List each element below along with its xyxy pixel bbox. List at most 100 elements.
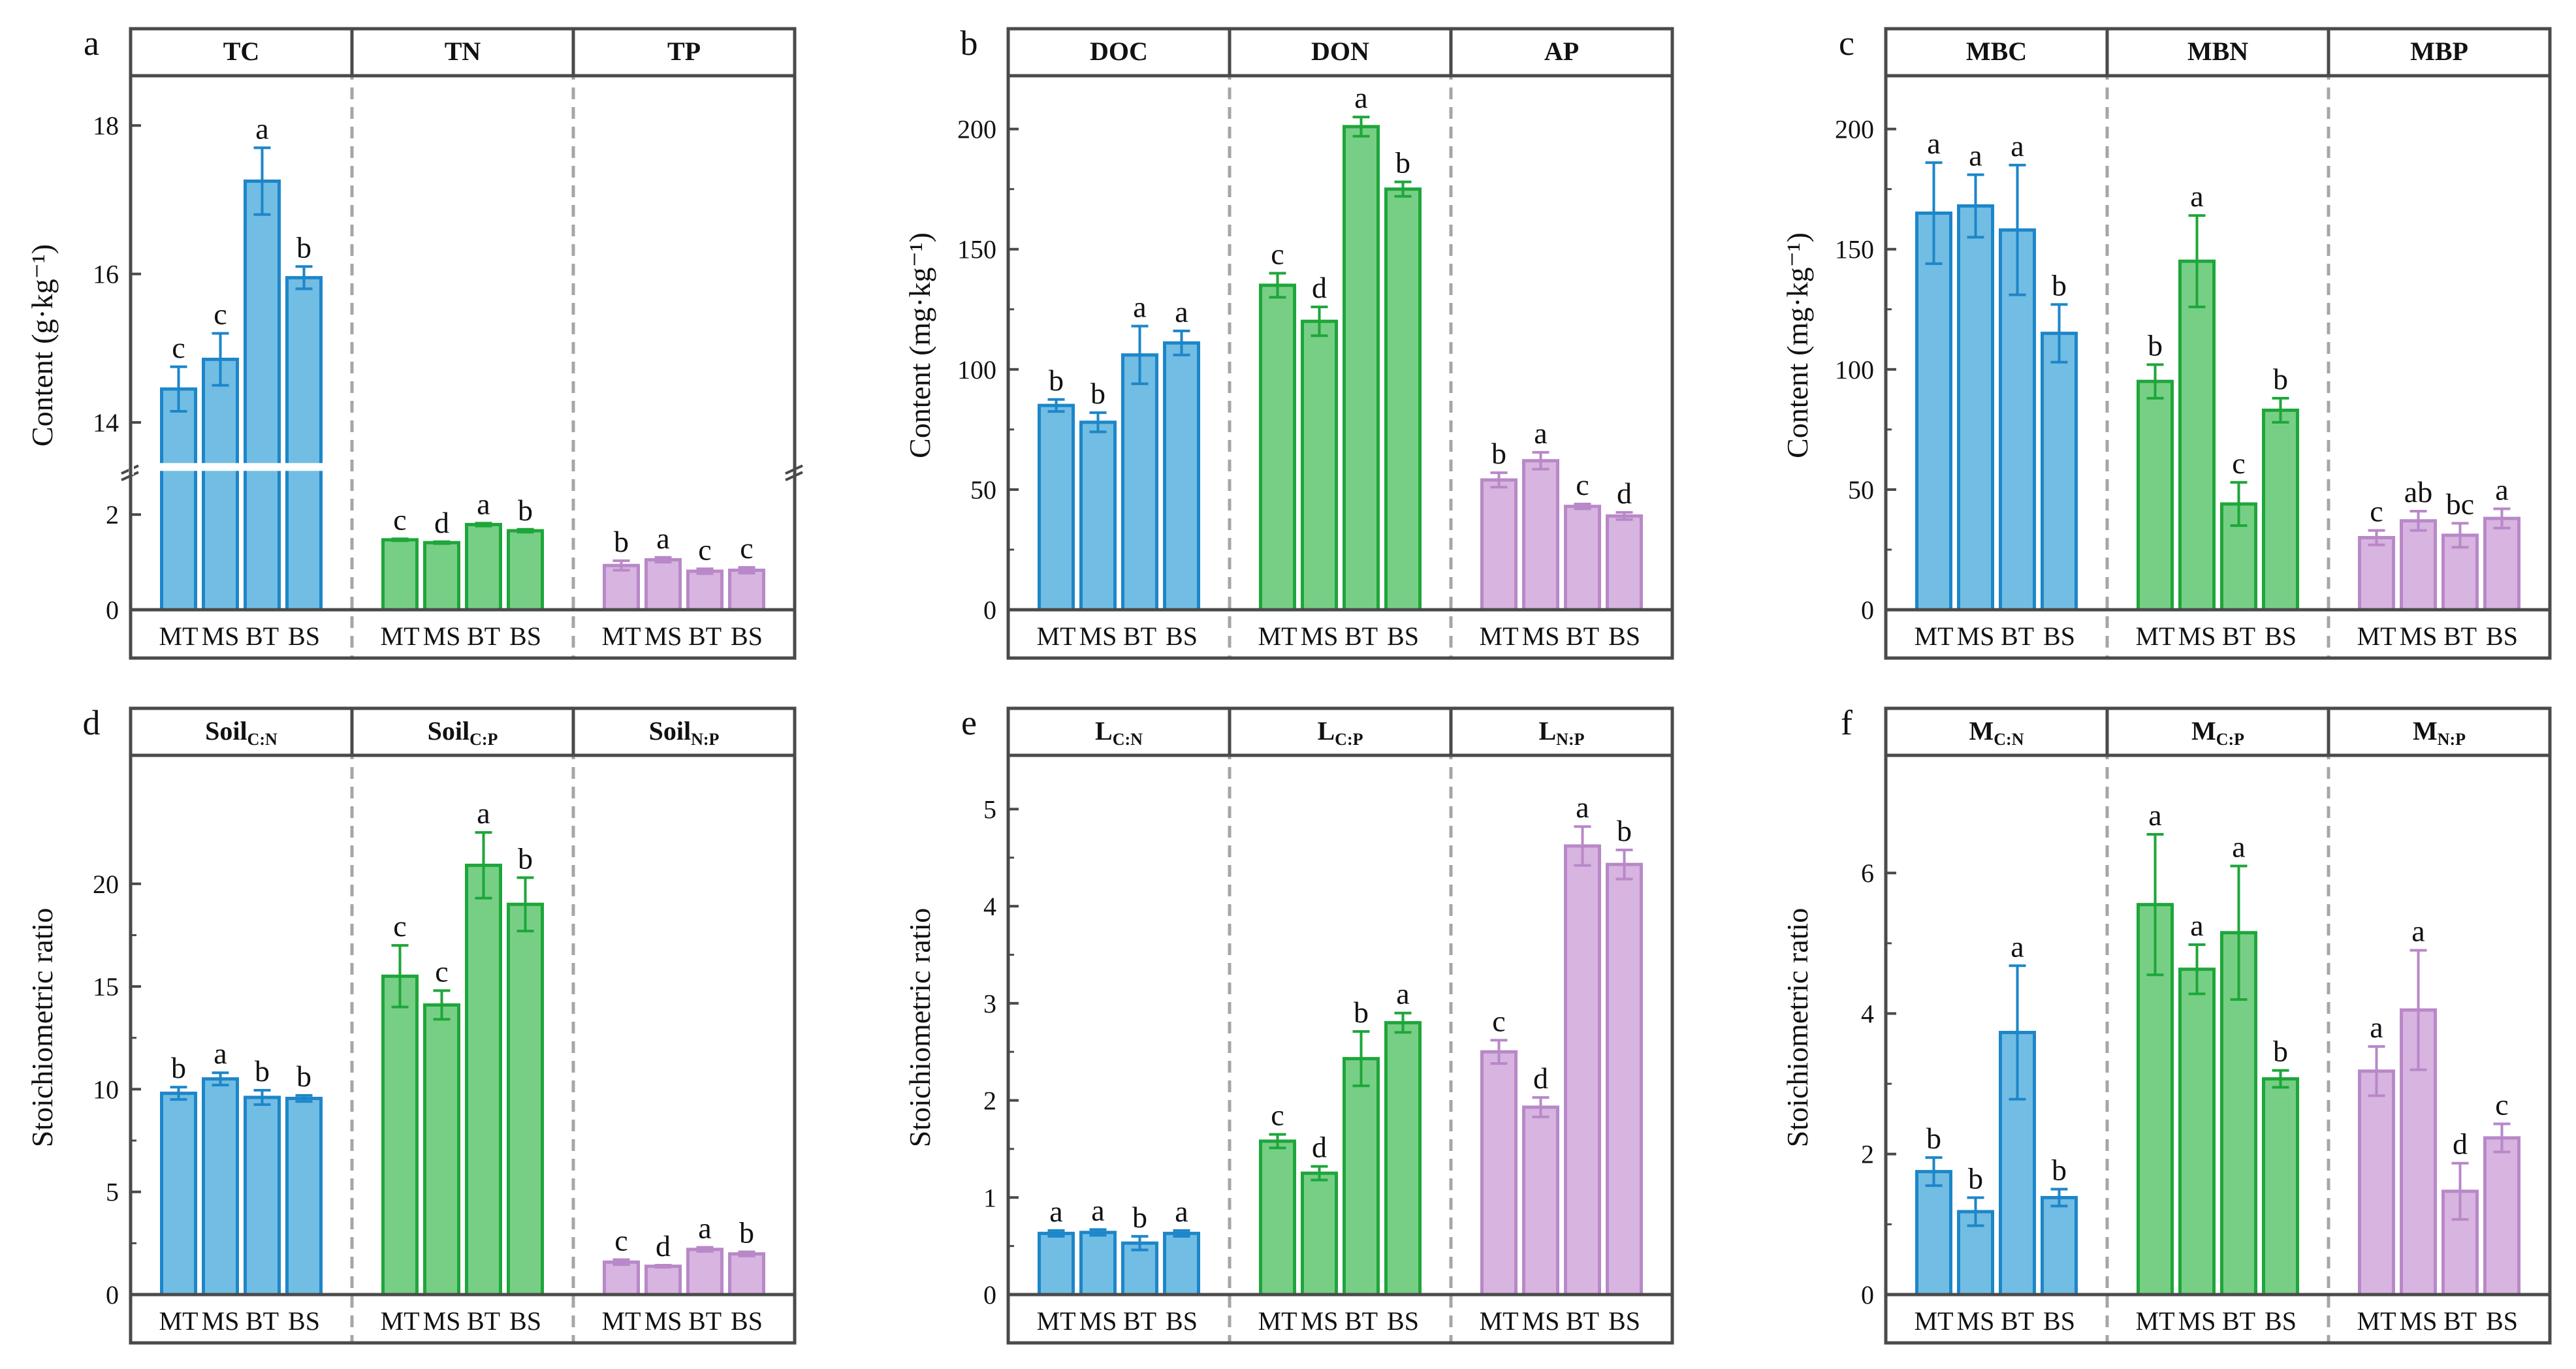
section-title: TN [445,37,481,66]
bar-tn-MS [423,541,460,612]
x-tick-label: BS [1608,622,1640,651]
significance-letter: c [393,909,406,943]
bar-m-NP-BS [2483,1136,2520,1297]
section-title-name: MBN [2187,37,2248,66]
section-title: MBN [2187,37,2248,66]
significance-letter: b [518,842,533,875]
significance-letter: a [656,522,669,555]
significance-letter: a [1396,977,1409,1011]
significance-letter: b [1968,1161,1983,1195]
x-tick-label: BT [246,1306,279,1336]
x-tick-label: MS [2400,1306,2438,1336]
significance-letter: c [2495,1088,2508,1121]
bar-ap-BS [1606,514,1643,612]
significance-letter: c [2370,495,2383,528]
significance-letter: c [2232,447,2245,480]
significance-letter: b [255,1054,270,1088]
x-tick-label: BT [1344,1306,1378,1336]
x-tick-label: BS [1387,622,1419,651]
significance-letter: b [1617,814,1632,847]
bar-l-CP-MS [1301,1171,1338,1297]
bar-soil-CP-MT [381,974,419,1297]
section-title-name: TP [667,37,701,66]
significance-letter: a [1175,1195,1188,1228]
x-tick-label: MS [1301,1306,1339,1336]
significance-letter: a [1927,127,1940,160]
x-tick-label: BS [509,1306,541,1336]
section-title-name: L [1095,716,1113,746]
significance-letter: b [2052,1154,2067,1187]
bar-don-BS [1384,187,1422,612]
x-tick-label: BT [1566,1306,1599,1336]
bar-soil-CN-MT [160,1092,197,1297]
significance-letter: a [1969,139,1982,172]
significance-letter: c [1576,468,1589,501]
x-tick-label: BT [2222,622,2255,651]
x-tick-label: MT [2136,622,2175,651]
x-tick-label: BT [1123,622,1156,651]
bar-soil-CP-BT [465,863,502,1297]
panel-letter: d [83,703,101,742]
panel-letter: e [961,703,977,742]
bar-soil-NP-MS [644,1265,682,1297]
y-tick-label: 2 [983,1086,996,1116]
x-tick-label: MT [159,1306,199,1336]
bar-tn-BT [465,523,502,612]
significance-letter: b [2148,328,2163,362]
x-tick-label: BT [467,1306,500,1336]
bar-l-CN-MS [1079,1231,1117,1297]
section-title: MC:P [2191,716,2244,749]
bar-mbp-MT [2358,536,2395,612]
x-tick-label: BS [1608,1306,1640,1336]
significance-letter: c [1271,1099,1284,1132]
panel-e: aMTaMSbBTaBSLC:NcMTdMSbBTaBSLC:PcMTdMSaB… [903,703,1674,1345]
section-title: MBC [1966,37,2027,66]
y-axis-label: Stoichiometric ratio [903,908,936,1148]
x-tick-label: MT [1480,1306,1519,1336]
y-tick-label: 0 [106,1280,119,1310]
significance-letter: a [2148,798,2161,832]
x-tick-label: MS [1301,622,1339,651]
y-tick-label: 20 [93,870,119,899]
x-tick-label: MT [1258,622,1297,651]
x-tick-label: MT [2357,622,2396,651]
x-tick-label: MT [1258,1306,1297,1336]
bar-tp-MS [644,558,682,612]
significance-letter: a [477,487,490,520]
section-title-subscript: N:P [2438,730,2466,749]
y-axis-label: Content (g·kg⁻¹) [25,244,59,447]
bar-doc-MS [1079,420,1117,612]
x-tick-label: BT [688,622,722,651]
bar-l-NP-BS [1606,862,1643,1297]
significance-letter: b [2273,362,2288,396]
section-title-name: L [1538,716,1556,746]
panel-frame [1006,706,1674,1345]
bar-l-NP-MS [1522,1105,1559,1297]
x-tick-label: BS [2043,1306,2075,1336]
significance-letter: a [698,1212,711,1245]
x-tick-label: MT [1037,622,1076,651]
significance-letter: b [296,1060,311,1093]
x-tick-label: MS [202,622,240,651]
section-title-name: Soil [428,716,469,746]
x-tick-label: MS [1522,1306,1560,1336]
axis-break-gap [157,463,326,471]
x-tick-label: BT [246,622,279,651]
significance-letter: b [739,1216,754,1250]
section-title: MBP [2410,37,2468,66]
significance-letter: c [435,954,448,988]
y-tick-label: 0 [983,1280,996,1310]
y-tick-label: 200 [1835,115,1874,144]
x-tick-label: MT [602,622,641,651]
bar-mbc-BS [2041,332,2078,612]
y-tick-label: 1 [983,1183,996,1212]
bar-l-NP-BT [1564,844,1601,1297]
significance-letter: c [614,1224,628,1257]
section-title-name: DON [1311,37,1369,66]
section-title-name: MBC [1966,37,2027,66]
y-tick-label: 4 [1861,999,1874,1028]
significance-letter: a [2190,909,2203,942]
bar-tc-BS [285,275,323,612]
bar-tc-BT [244,180,281,612]
x-tick-label: MT [381,622,420,651]
